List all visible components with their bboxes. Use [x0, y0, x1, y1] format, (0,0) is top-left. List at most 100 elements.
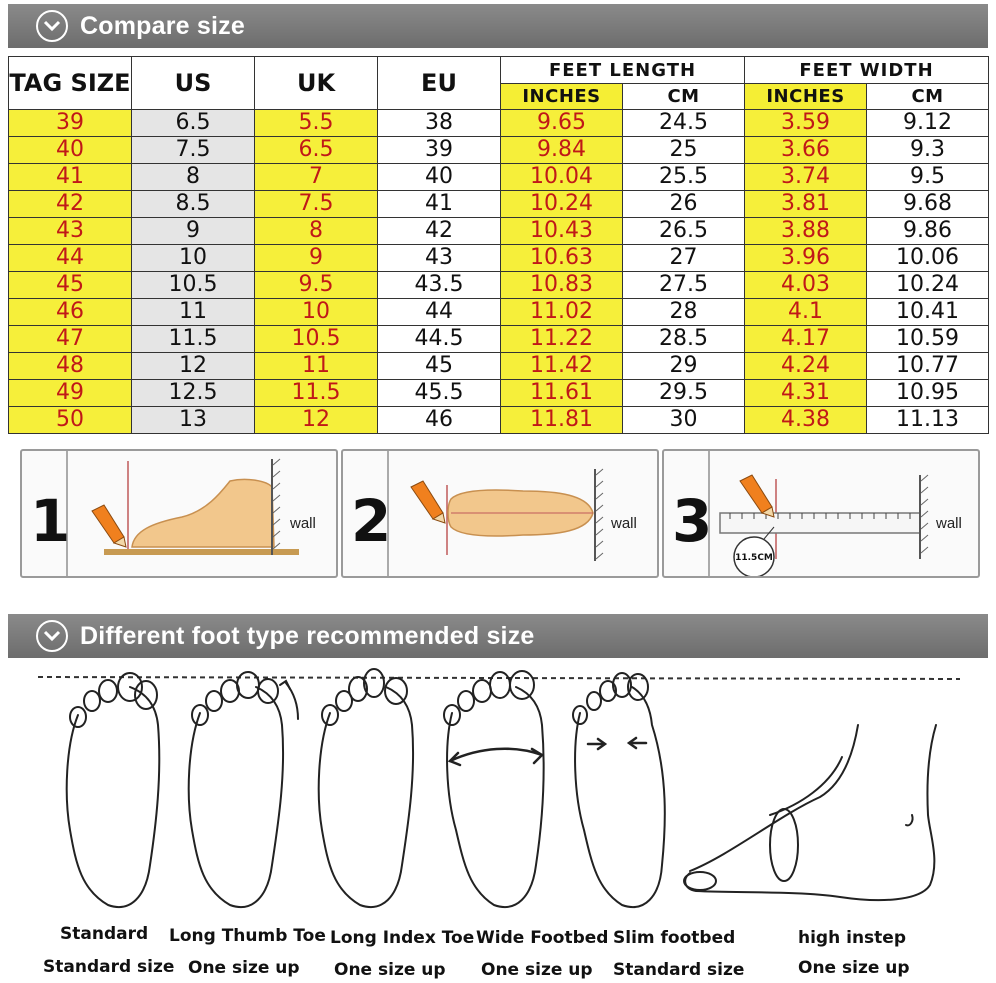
chevron-down-icon	[36, 620, 68, 652]
cell-length-inches: 11.81	[500, 406, 623, 434]
step-panel-2: 2 wall	[341, 449, 659, 578]
cell-length-cm: 29	[621, 352, 746, 380]
cell-tag-size: 45	[8, 271, 132, 299]
foot-types-illustration	[37, 668, 961, 908]
cell-eu: 43	[377, 244, 501, 272]
step-panel-3: 3 11.5CM wall	[662, 449, 980, 578]
cell-length-inches: 11.02	[500, 298, 623, 326]
cell-length-cm: 25.5	[621, 163, 746, 191]
wall-label: wall	[611, 515, 637, 532]
ruler-illustration: 11.5CM	[719, 474, 929, 576]
cell-length-cm: 27.5	[621, 271, 746, 299]
foot-type-name: high instep	[798, 928, 906, 948]
header-length-inches: INCHES	[500, 83, 623, 110]
cell-uk: 10.5	[254, 325, 378, 353]
section-title: Compare size	[80, 11, 245, 40]
foot-type-advice: One size up	[188, 958, 300, 978]
cell-width-inches: 4.1	[744, 298, 868, 326]
size-chart-table: TAG SIZE US UK EU FEET LENGTH FEET WIDTH…	[8, 56, 990, 434]
table-row: 46 11 10 44 11.02 28 4.1 10.41	[8, 298, 990, 326]
header-eu: EU	[377, 56, 501, 110]
cell-tag-size: 50	[8, 406, 132, 434]
cell-us: 9	[131, 217, 255, 245]
cell-length-cm: 28.5	[621, 325, 746, 353]
cell-tag-size: 46	[8, 298, 132, 326]
table-row: 50 13 12 46 11.81 30 4.38 11.13	[8, 406, 990, 434]
size-table-body: 39 6.5 5.5 38 9.65 24.5 3.59 9.12 40 7.5 6.5 39 9.84…	[8, 109, 990, 434]
wall-label: wall	[290, 515, 316, 532]
cell-uk: 5.5	[254, 109, 378, 137]
cell-eu: 46	[377, 406, 501, 434]
cell-tag-size: 43	[8, 217, 132, 245]
cell-length-cm: 25	[621, 136, 746, 164]
foot-type-advice: Standard size	[43, 957, 175, 977]
step-number: 3	[672, 487, 713, 555]
cell-tag-size: 41	[8, 163, 132, 191]
cell-width-inches: 3.81	[744, 190, 868, 218]
step-number: 2	[351, 487, 392, 555]
cell-length-cm: 24.5	[621, 109, 746, 137]
cell-width-inches: 3.66	[744, 136, 868, 164]
header-feet-length: FEET LENGTH	[499, 56, 746, 84]
foot-type-advice: One size up	[334, 960, 446, 980]
cell-tag-size: 42	[8, 190, 132, 218]
cell-eu: 45.5	[377, 379, 501, 407]
header-us: US	[131, 56, 255, 110]
section-title: Different foot type recommended size	[80, 621, 535, 650]
cell-tag-size: 48	[8, 352, 132, 380]
cell-uk: 12	[254, 406, 378, 434]
header-uk: UK	[254, 56, 378, 110]
standard-foot-outline	[65, 672, 161, 908]
cell-length-inches: 11.22	[500, 325, 623, 353]
cell-width-cm: 9.68	[866, 190, 990, 218]
table-row: 49 12.5 11.5 45.5 11.61 29.5 4.31 10.95	[8, 379, 990, 407]
cell-length-cm: 30	[621, 406, 746, 434]
cell-width-inches: 3.88	[744, 217, 868, 245]
cell-tag-size: 40	[8, 136, 132, 164]
cell-length-inches: 10.04	[500, 163, 623, 191]
cell-width-inches: 3.74	[744, 163, 868, 191]
cell-width-cm: 10.41	[866, 298, 990, 326]
compare-size-banner: Compare size	[8, 4, 988, 48]
cell-uk: 7.5	[254, 190, 378, 218]
cell-eu: 42	[377, 217, 501, 245]
cell-eu: 44	[377, 298, 501, 326]
cell-eu: 38	[377, 109, 501, 137]
pencil-icon	[410, 480, 446, 524]
header-width-inches: INCHES	[744, 83, 868, 110]
cell-us: 8	[131, 163, 255, 191]
cell-uk: 11	[254, 352, 378, 380]
cell-length-inches: 11.42	[500, 352, 623, 380]
cell-width-cm: 10.24	[866, 271, 990, 299]
cell-us: 8.5	[131, 190, 255, 218]
cell-length-cm: 26	[621, 190, 746, 218]
foot-type-advice: Standard size	[613, 960, 745, 980]
cell-tag-size: 47	[8, 325, 132, 353]
cell-us: 11.5	[131, 325, 255, 353]
cell-width-inches: 4.24	[744, 352, 868, 380]
table-row: 44 10 9 43 10.63 27 3.96 10.06	[8, 244, 990, 272]
table-row: 43 9 8 42 10.43 26.5 3.88 9.86	[8, 217, 990, 245]
cell-tag-size: 39	[8, 109, 132, 137]
pencil-icon	[91, 504, 127, 548]
cell-us: 7.5	[131, 136, 255, 164]
long-thumb-toe-foot-outline	[187, 671, 299, 908]
table-row: 45 10.5 9.5 43.5 10.83 27.5 4.03 10.24	[8, 271, 990, 299]
cell-length-inches: 10.63	[500, 244, 623, 272]
ruler-reading: 11.5CM	[735, 553, 773, 563]
cell-us: 13	[131, 406, 255, 434]
cell-uk: 8	[254, 217, 378, 245]
cell-length-cm: 28	[621, 298, 746, 326]
cell-width-cm: 9.5	[866, 163, 990, 191]
chevron-down-icon	[36, 10, 68, 42]
header-feet-width: FEET WIDTH	[744, 56, 990, 84]
cell-uk: 7	[254, 163, 378, 191]
cell-us: 10	[131, 244, 255, 272]
cell-eu: 41	[377, 190, 501, 218]
cell-uk: 9.5	[254, 271, 378, 299]
cell-length-inches: 10.83	[500, 271, 623, 299]
foot-type-name: Long Thumb Toe	[169, 926, 326, 946]
table-row: 48 12 11 45 11.42 29 4.24 10.77	[8, 352, 990, 380]
cell-width-inches: 4.38	[744, 406, 868, 434]
foot-type-banner: Different foot type recommended size	[8, 614, 988, 658]
